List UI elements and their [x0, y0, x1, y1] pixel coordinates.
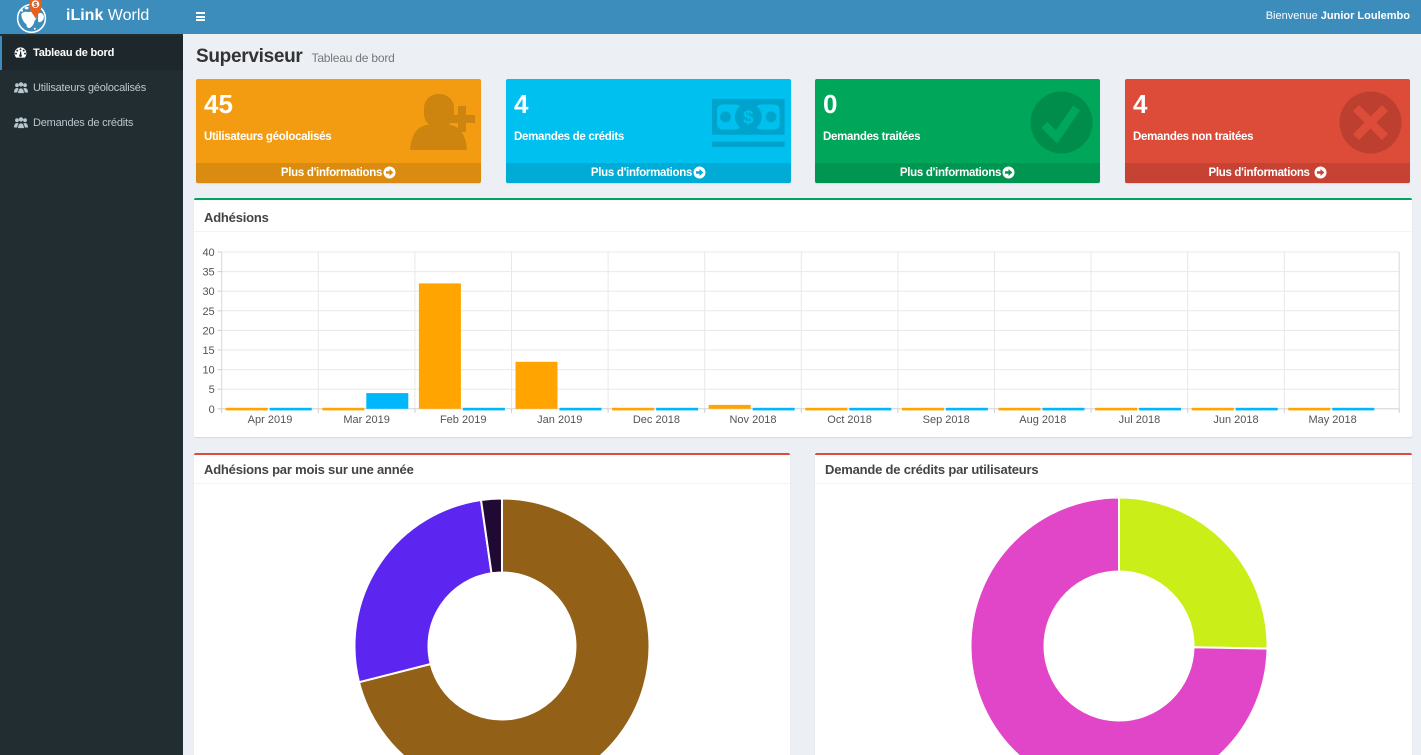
svg-text:Apr 2019: Apr 2019 [248, 414, 293, 426]
svg-text:30: 30 [202, 286, 214, 298]
svg-text:20: 20 [202, 325, 214, 337]
svg-text:5: 5 [209, 384, 215, 396]
svg-text:Oct 2018: Oct 2018 [827, 414, 872, 426]
svg-text:15: 15 [202, 345, 214, 357]
svg-text:Aug 2018: Aug 2018 [1019, 414, 1066, 426]
svg-text:Nov 2018: Nov 2018 [729, 414, 776, 426]
svg-text:Jan 2019: Jan 2019 [537, 414, 582, 426]
svg-text:10: 10 [202, 365, 214, 377]
svg-text:$: $ [743, 108, 754, 129]
svg-text:Feb 2019: Feb 2019 [440, 414, 486, 426]
svg-text:May 2018: May 2018 [1308, 414, 1356, 426]
svg-text:40: 40 [202, 247, 214, 259]
svg-text:$: $ [33, 0, 38, 9]
svg-text:25: 25 [202, 306, 214, 318]
svg-text:Jul 2018: Jul 2018 [1119, 414, 1161, 426]
svg-text:Mar 2019: Mar 2019 [343, 414, 389, 426]
svg-text:Jun 2018: Jun 2018 [1213, 414, 1258, 426]
svg-text:Sep 2018: Sep 2018 [923, 414, 970, 426]
svg-text:35: 35 [202, 267, 214, 279]
svg-text:0: 0 [209, 404, 215, 416]
svg-text:Dec 2018: Dec 2018 [633, 414, 680, 426]
